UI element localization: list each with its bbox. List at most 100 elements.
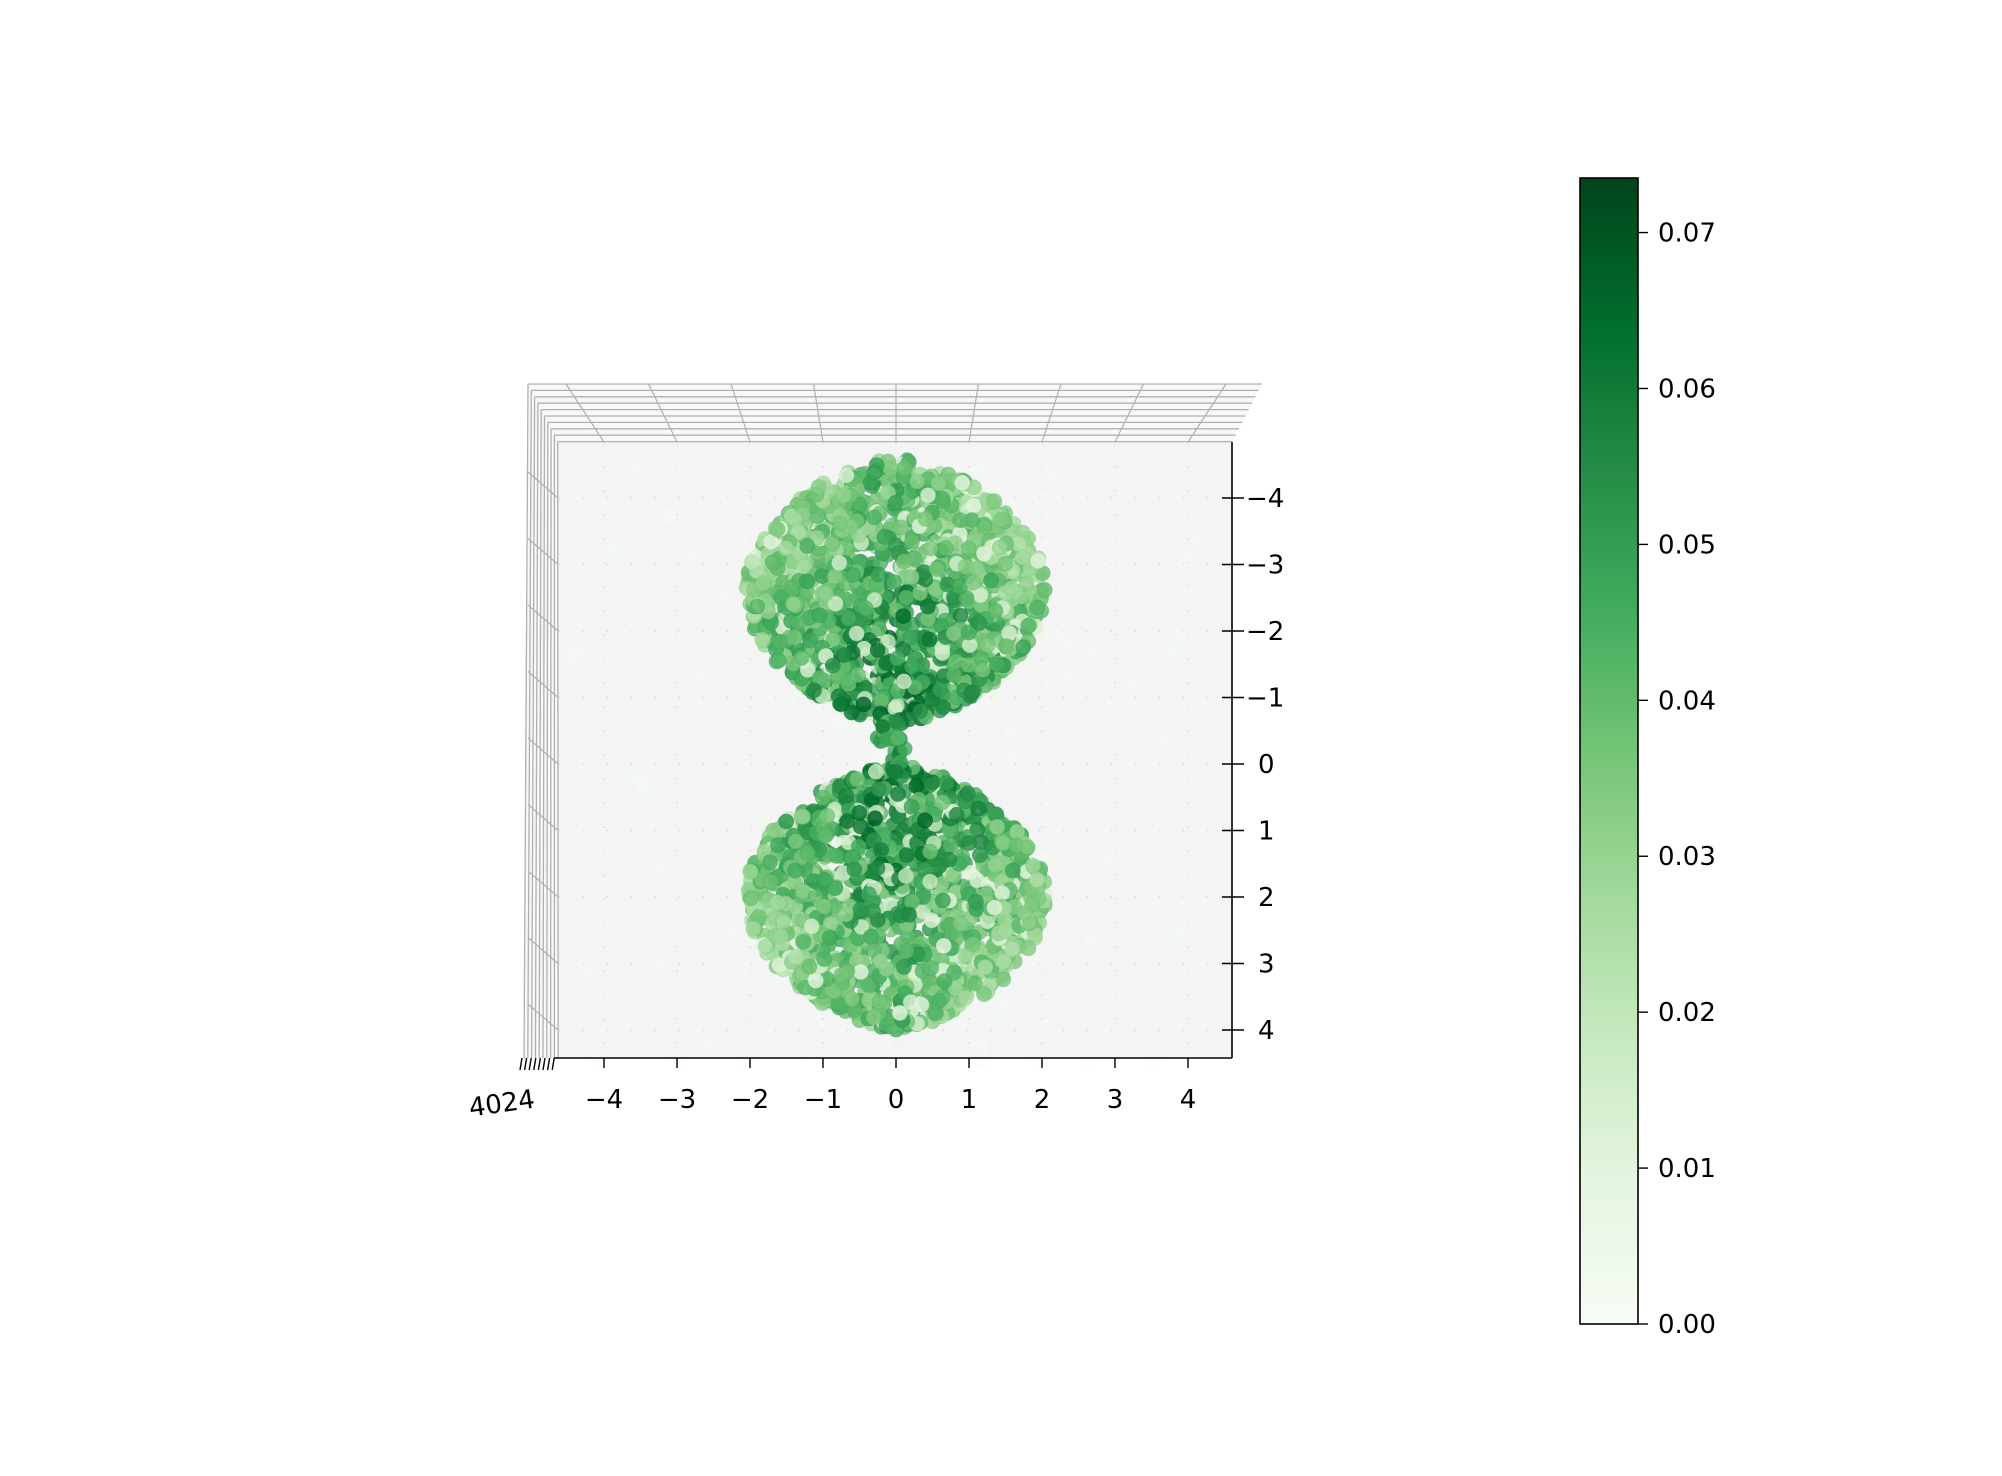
scatter-point-faint bbox=[1173, 975, 1190, 992]
scatter-point-faint bbox=[741, 531, 758, 548]
scatter-point-faint bbox=[1099, 791, 1116, 807]
scatter-point bbox=[987, 857, 1004, 873]
scatter-point bbox=[912, 703, 928, 720]
scatter-point bbox=[929, 561, 945, 577]
scatter-point-faint bbox=[1076, 489, 1093, 506]
scatter-point-faint bbox=[729, 591, 746, 608]
scatter-point-faint bbox=[565, 789, 582, 806]
scatter-point-faint bbox=[691, 767, 708, 784]
scatter-point bbox=[942, 838, 959, 854]
scatter-point bbox=[825, 631, 842, 648]
scatter-point-faint bbox=[697, 1022, 714, 1039]
scatter-point bbox=[986, 899, 1003, 916]
scatter-point-faint bbox=[668, 551, 685, 567]
scatter-point-faint bbox=[1104, 949, 1121, 966]
scatter-point-faint bbox=[1024, 705, 1040, 721]
scatter-point bbox=[971, 847, 988, 863]
scatter-point bbox=[913, 996, 930, 1013]
scatter-point-faint bbox=[1003, 773, 1020, 790]
scatter-point-faint bbox=[1176, 779, 1193, 796]
scatter-point-faint bbox=[568, 839, 585, 856]
scatter-point-faint bbox=[688, 637, 705, 654]
scatter-point-faint bbox=[1039, 952, 1055, 969]
scatter-point bbox=[795, 808, 811, 825]
scatter-point-faint bbox=[649, 475, 666, 492]
scatter-point-faint bbox=[1010, 468, 1027, 485]
scatter-point-faint bbox=[600, 591, 617, 608]
scatter-point bbox=[904, 893, 920, 910]
scatter-point bbox=[817, 827, 834, 844]
scatter-point-faint bbox=[1146, 649, 1163, 666]
scatter-point-faint bbox=[1072, 648, 1089, 665]
scatter-point-faint bbox=[1131, 961, 1148, 978]
scatter-point-faint bbox=[581, 1010, 598, 1027]
scatter-point-faint bbox=[707, 1000, 723, 1017]
scatter-point bbox=[893, 519, 909, 536]
scatter-point-faint bbox=[1061, 1012, 1078, 1029]
scatter-point-faint bbox=[682, 475, 698, 492]
scatter-point-faint bbox=[628, 457, 645, 474]
scatter-point-faint bbox=[1193, 595, 1210, 612]
scatter-point-faint bbox=[1103, 1035, 1120, 1052]
scatter-point-faint bbox=[720, 663, 737, 680]
scatter-point bbox=[771, 633, 788, 650]
scatter-point-faint bbox=[1081, 933, 1098, 950]
scatter-point-faint bbox=[725, 752, 742, 769]
scatter-point-faint bbox=[812, 746, 829, 763]
scatter-point-faint bbox=[751, 736, 768, 753]
scatter-point-faint bbox=[676, 562, 693, 579]
scatter-point-faint bbox=[999, 992, 1016, 1009]
scatter-point-faint bbox=[724, 792, 741, 809]
scatter-point bbox=[1029, 871, 1045, 888]
scatter-point-faint bbox=[1157, 644, 1174, 661]
scatter-point-faint bbox=[1160, 718, 1176, 735]
scatter-point-faint bbox=[1161, 1033, 1178, 1050]
scatter-point-faint bbox=[742, 793, 759, 810]
scatter-point-faint bbox=[1059, 671, 1076, 688]
scatter-point bbox=[857, 600, 874, 617]
scatter-point-faint bbox=[1167, 719, 1184, 736]
scatter-point-faint bbox=[1091, 718, 1108, 735]
scatter-point bbox=[744, 554, 761, 570]
scatter-point-faint bbox=[1164, 640, 1181, 657]
scatter-point bbox=[930, 475, 947, 492]
scatter-point bbox=[903, 569, 920, 585]
scatter-point-faint bbox=[561, 768, 578, 785]
scatter-point-faint bbox=[738, 804, 755, 821]
scatter-point bbox=[997, 923, 1013, 939]
scatter-point bbox=[770, 837, 786, 853]
scatter-point-faint bbox=[695, 808, 712, 825]
scatter-point-faint bbox=[1019, 1028, 1036, 1045]
scatter-point-faint bbox=[659, 507, 676, 524]
scatter-point-faint bbox=[1197, 953, 1214, 970]
scatter-point-faint bbox=[613, 772, 630, 789]
scatter-point-faint bbox=[643, 858, 660, 875]
scatter-point-faint bbox=[973, 735, 990, 752]
scatter-point-faint bbox=[664, 898, 681, 914]
scatter-point-faint bbox=[1140, 555, 1156, 572]
scatter-point-faint bbox=[1014, 964, 1031, 981]
scatter-point-faint bbox=[721, 951, 738, 968]
scatter-point-faint bbox=[614, 763, 631, 780]
scatter-point-faint bbox=[576, 808, 593, 825]
scatter-point-faint bbox=[1147, 945, 1164, 962]
scatter-point-faint bbox=[672, 542, 689, 559]
scatter-point-faint bbox=[653, 646, 670, 663]
scatter-point-faint bbox=[632, 823, 649, 840]
scatter-point-faint bbox=[1140, 679, 1157, 696]
scatter-point bbox=[896, 673, 912, 690]
x-tick-label: 1 bbox=[961, 1085, 978, 1115]
scatter-point-faint bbox=[1169, 628, 1186, 644]
scatter-point bbox=[989, 656, 1005, 673]
scatter-point bbox=[991, 539, 1008, 556]
scatter-point bbox=[997, 556, 1014, 572]
scatter-point-faint bbox=[629, 840, 646, 857]
scatter-point-faint bbox=[1069, 710, 1086, 726]
scatter-point-faint bbox=[1146, 846, 1163, 863]
y-tick-label: −3 bbox=[1246, 551, 1284, 581]
scatter-point-faint bbox=[1100, 499, 1117, 516]
scatter-point-faint bbox=[665, 535, 682, 551]
scatter-point-faint bbox=[633, 980, 650, 996]
scatter-point-faint bbox=[1200, 476, 1217, 492]
scatter-point bbox=[903, 798, 920, 815]
